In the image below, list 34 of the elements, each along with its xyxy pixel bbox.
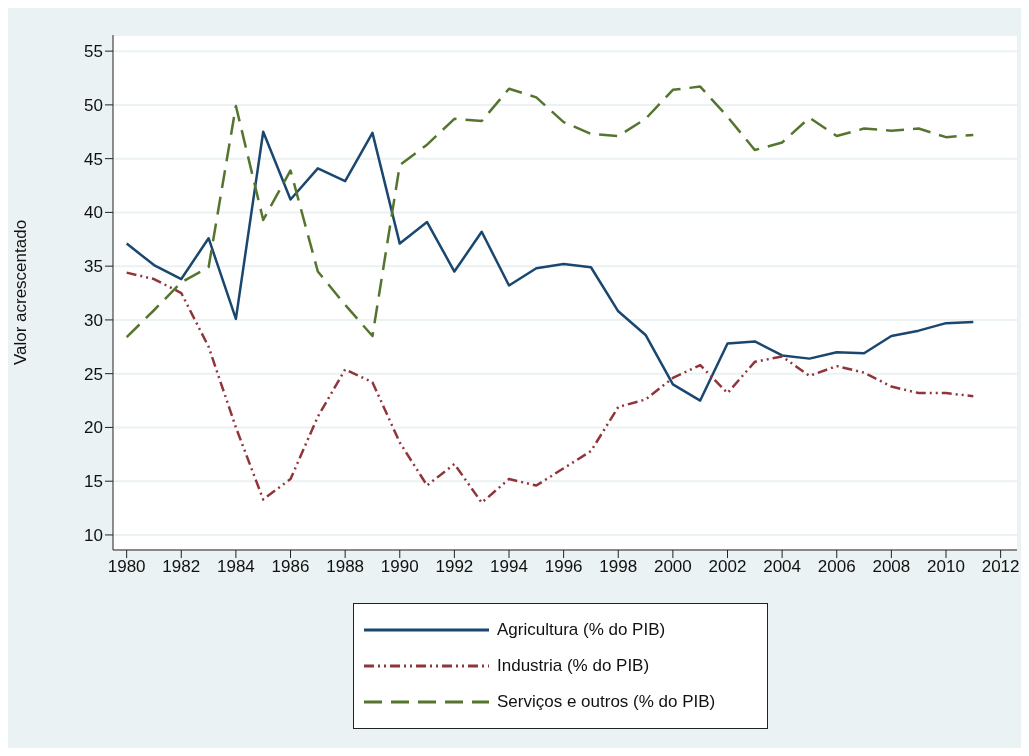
x-tick-label: 2012 (981, 557, 1020, 577)
line-series (125, 85, 975, 339)
line-series (125, 271, 975, 504)
legend-label: Serviços e outros (% do PIB) (497, 692, 716, 712)
x-tick-label: 1992 (435, 557, 474, 577)
y-tick-label: 25 (84, 364, 103, 384)
y-tick-label: 55 (84, 42, 103, 62)
x-tick-label: 1986 (271, 557, 310, 577)
legend-label: Agricultura (% do PIB) (497, 620, 666, 640)
x-tick-label: 2010 (927, 557, 965, 577)
y-tick-label: 50 (84, 95, 103, 115)
x-tick-label: 2004 (763, 557, 802, 577)
x-tick-label: 1990 (380, 557, 419, 577)
x-tick-label: 1984 (216, 557, 255, 577)
x-tick-label: 1994 (490, 557, 528, 577)
x-tick-label: 1982 (162, 557, 201, 577)
x-tick-label: 1988 (326, 557, 365, 577)
y-tick-label: 30 (84, 310, 103, 330)
legend-label: Industria (% do PIB) (497, 656, 650, 676)
y-tick-label: 45 (84, 149, 103, 169)
x-tick-label: 2008 (872, 557, 911, 577)
line-series (125, 130, 975, 402)
x-tick-label: 2006 (817, 557, 856, 577)
y-tick-label: 15 (84, 472, 103, 492)
y-axis-title: Valor acrescentado (11, 219, 31, 366)
x-tick-label: 1998 (599, 557, 638, 577)
x-tick-label: 1996 (544, 557, 583, 577)
y-tick-label: 10 (84, 525, 103, 545)
y-tick-label: 40 (84, 203, 103, 223)
y-tick-label: 20 (84, 418, 103, 438)
y-tick-label: 35 (84, 257, 103, 277)
x-tick-label: 1980 (107, 557, 146, 577)
x-tick-label: 2000 (653, 557, 692, 577)
x-tick-label: 2002 (708, 557, 747, 577)
